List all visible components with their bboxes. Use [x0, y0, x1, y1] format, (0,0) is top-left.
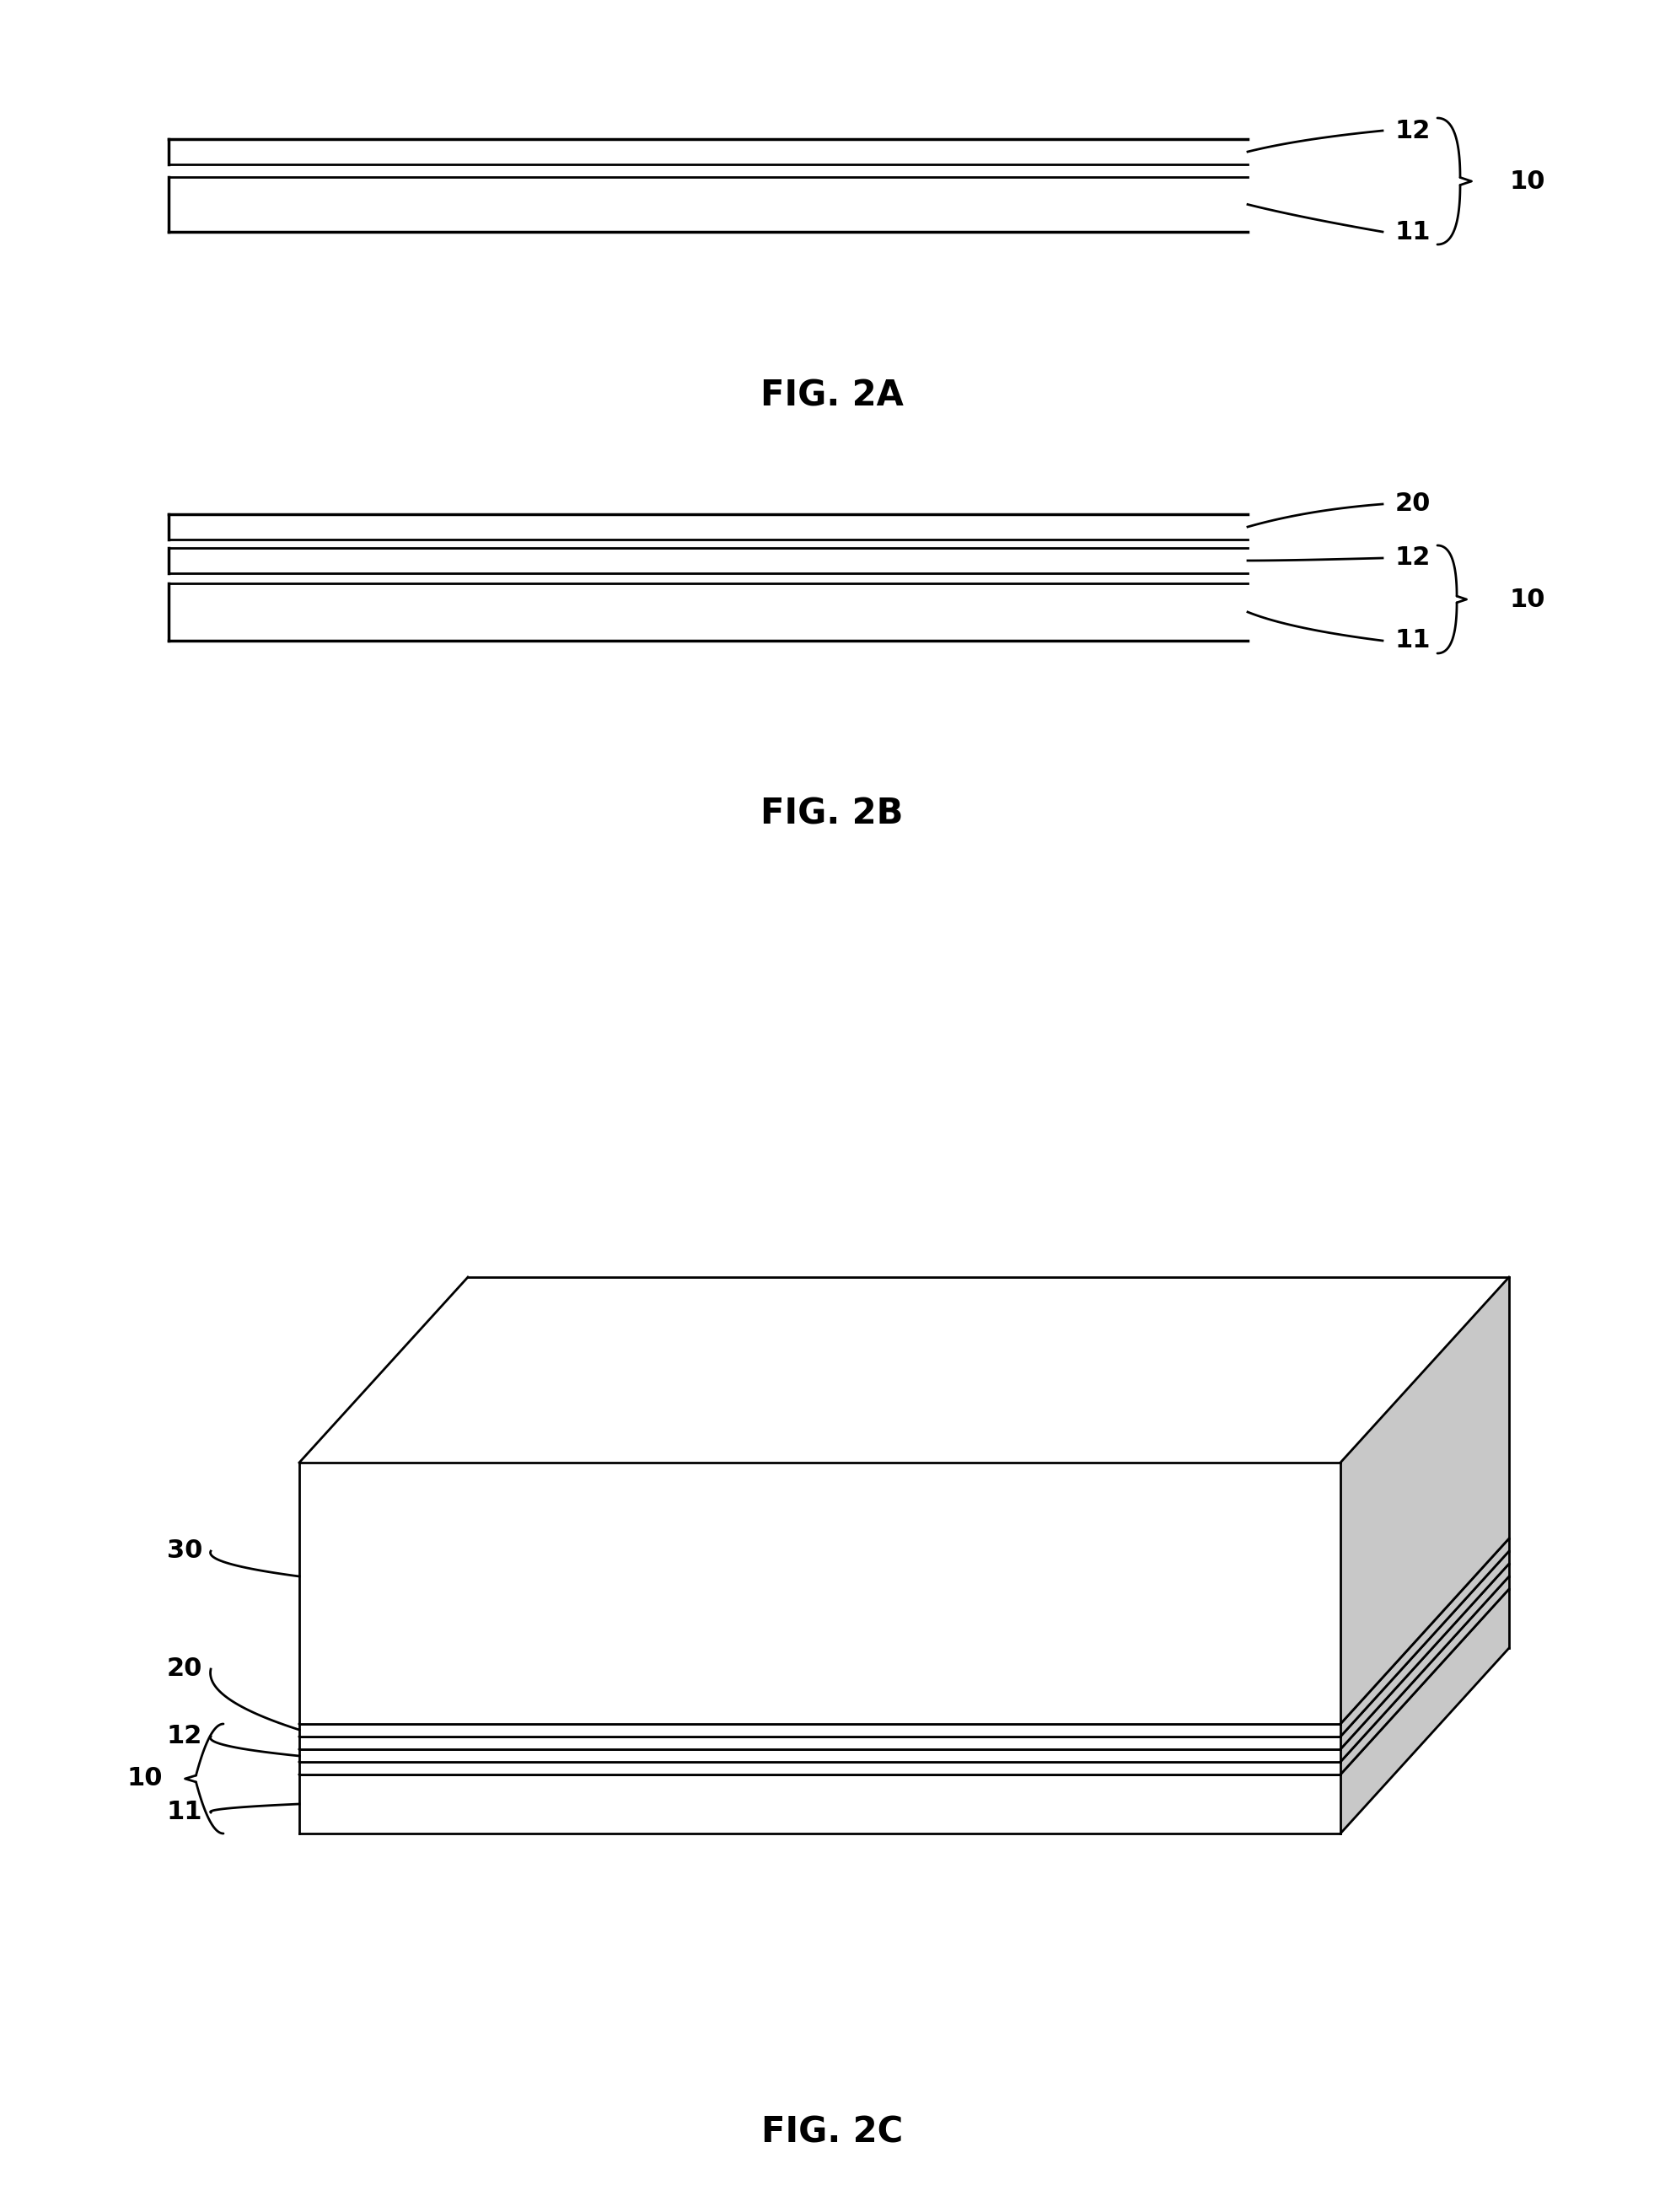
Polygon shape: [1340, 1577, 1508, 1774]
Polygon shape: [1340, 1588, 1508, 1834]
Text: 11: 11: [1395, 628, 1430, 653]
Polygon shape: [300, 1588, 1508, 1774]
Text: FIG. 2A: FIG. 2A: [761, 378, 904, 414]
Text: 11: 11: [1395, 219, 1430, 243]
Polygon shape: [300, 1462, 1340, 1723]
Polygon shape: [300, 1750, 1340, 1761]
Polygon shape: [300, 1276, 1508, 1462]
Polygon shape: [300, 1736, 1340, 1750]
Polygon shape: [300, 1761, 1340, 1774]
Polygon shape: [1340, 1551, 1508, 1750]
Polygon shape: [1340, 1276, 1508, 1723]
Polygon shape: [300, 1551, 1508, 1736]
Text: 10: 10: [1508, 168, 1545, 192]
Text: FIG. 2B: FIG. 2B: [761, 796, 904, 832]
Text: 20: 20: [1395, 491, 1430, 515]
Polygon shape: [300, 1540, 1508, 1723]
Text: 30: 30: [166, 1540, 203, 1564]
Polygon shape: [300, 1577, 1508, 1761]
Polygon shape: [300, 1774, 1340, 1834]
Text: 10: 10: [1508, 586, 1545, 611]
Polygon shape: [1340, 1540, 1508, 1736]
Text: 12: 12: [1395, 546, 1430, 571]
Text: 10: 10: [127, 1767, 162, 1792]
Text: FIG. 2C: FIG. 2C: [761, 2115, 902, 2150]
Polygon shape: [300, 1723, 1340, 1736]
Text: 11: 11: [166, 1801, 203, 1825]
Text: 12: 12: [166, 1725, 203, 1750]
Text: 20: 20: [166, 1657, 203, 1681]
Text: 12: 12: [1395, 119, 1430, 144]
Polygon shape: [300, 1564, 1508, 1750]
Polygon shape: [1340, 1564, 1508, 1761]
